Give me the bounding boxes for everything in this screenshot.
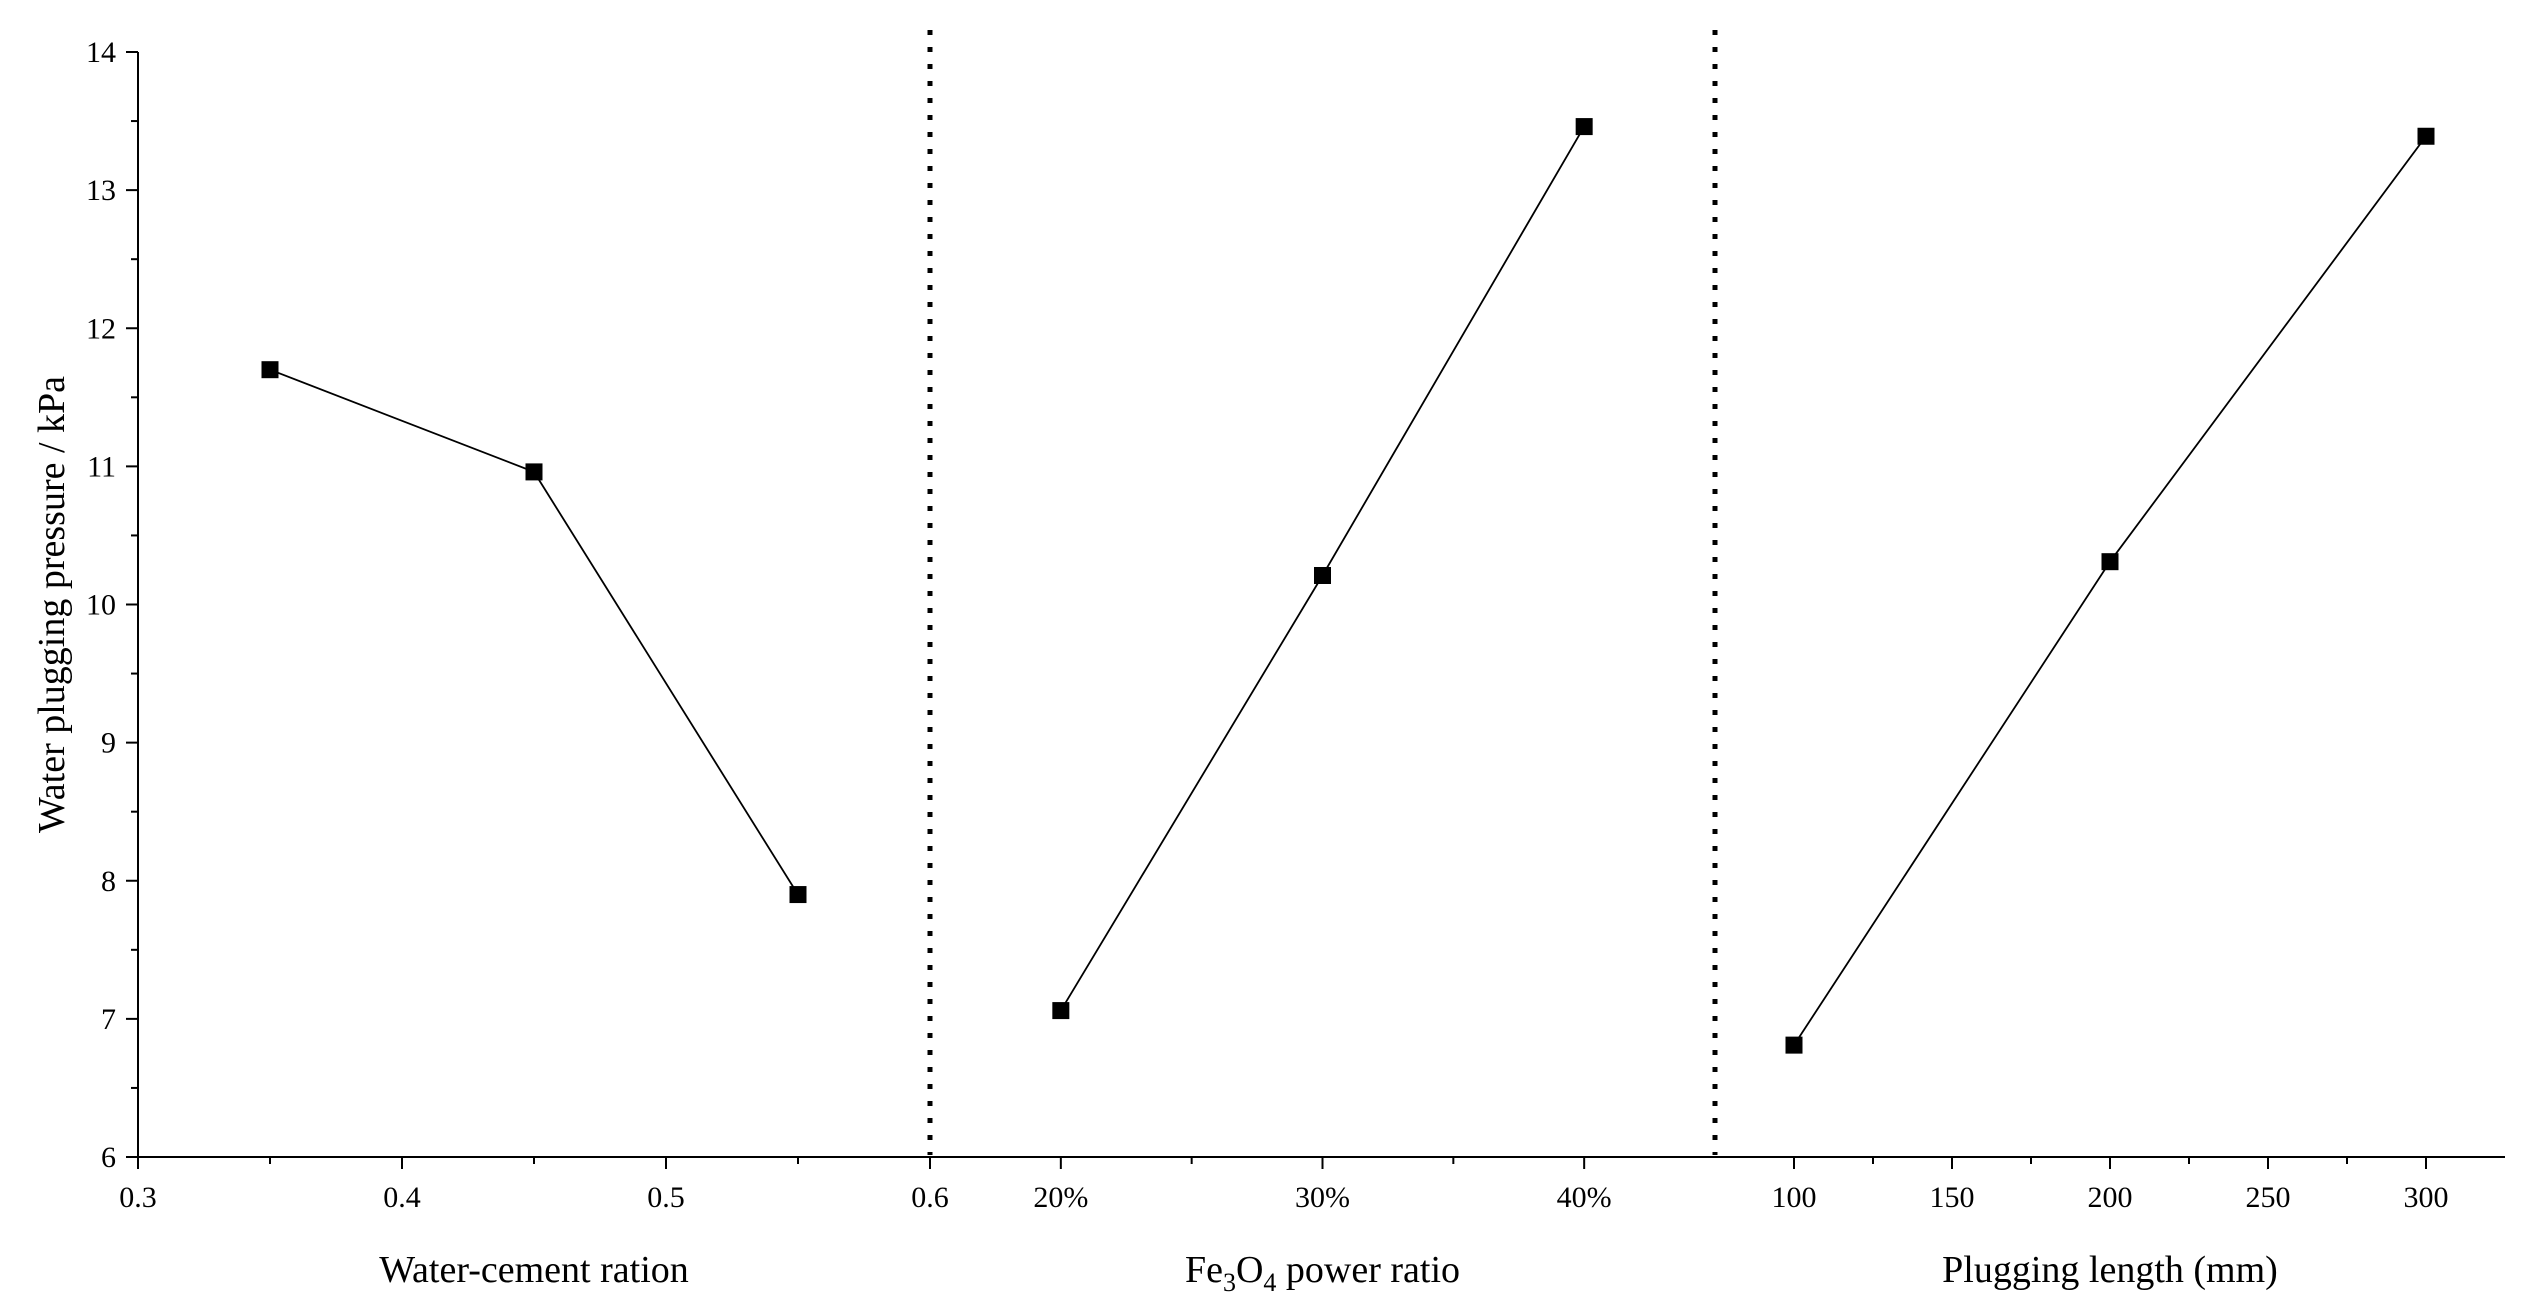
x-tick-label: 0.5 (647, 1181, 685, 1214)
y-tick-label: 10 (86, 589, 116, 622)
y-tick-label: 8 (101, 865, 116, 898)
x-axis-title: Plugging length (mm) (1942, 1249, 2278, 1291)
data-point (2417, 127, 2435, 145)
x-axis-title: Fe3O4 power ratio (1185, 1249, 1460, 1297)
x-tick-label: 250 (2246, 1181, 2291, 1214)
data-point (1052, 1002, 1070, 1020)
x-axis-title-part: 4 (1263, 1268, 1276, 1297)
x-tick-label: 0.6 (911, 1181, 949, 1214)
series (261, 118, 2435, 1054)
y-tick-label: 7 (101, 1003, 116, 1036)
x-tick-label: 30% (1295, 1181, 1350, 1214)
x-tick-label: 0.4 (383, 1181, 421, 1214)
data-point (789, 886, 807, 904)
panel-dividers (927, 30, 1718, 1155)
y-tick-label: 6 (101, 1141, 116, 1174)
data-point (1575, 118, 1593, 136)
axes (126, 51, 2505, 1169)
y-axis-title: Water plugging pressure / kPa (31, 376, 73, 833)
data-point (1314, 566, 1331, 584)
data-point (525, 463, 543, 481)
x-tick-label: 300 (2404, 1181, 2449, 1214)
data-point (1785, 1036, 1803, 1054)
y-tick-label: 13 (86, 174, 116, 207)
series-line (269, 368, 799, 896)
data-point (261, 361, 279, 379)
x-axis-title-part: power ratio (1276, 1249, 1460, 1291)
x-axis-title-part: O (1236, 1249, 1263, 1291)
x-axis-title: Water-cement ration (379, 1249, 689, 1291)
x-tick-label: 200 (2088, 1181, 2133, 1214)
data-point (2101, 553, 2119, 571)
x-axis-title-part: 3 (1223, 1268, 1236, 1297)
y-tick-label: 9 (101, 727, 116, 760)
x-tick-label: 40% (1557, 1181, 1612, 1214)
y-tick-label: 12 (86, 312, 116, 345)
series-line (1793, 135, 2427, 1046)
x-tick-label: 20% (1033, 1181, 1088, 1214)
x-tick-label: 0.3 (119, 1181, 157, 1214)
labels: 6 7 8 9 10 11 12 13 14 Water plugging pressure / … (31, 36, 2449, 1297)
x-tick-label: 100 (1772, 1181, 1817, 1214)
y-tick-label: 14 (86, 36, 116, 69)
y-tick-label: 11 (87, 450, 116, 483)
x-tick-label: 150 (1930, 1181, 1975, 1214)
x-axis-title-part: Fe (1185, 1249, 1223, 1291)
